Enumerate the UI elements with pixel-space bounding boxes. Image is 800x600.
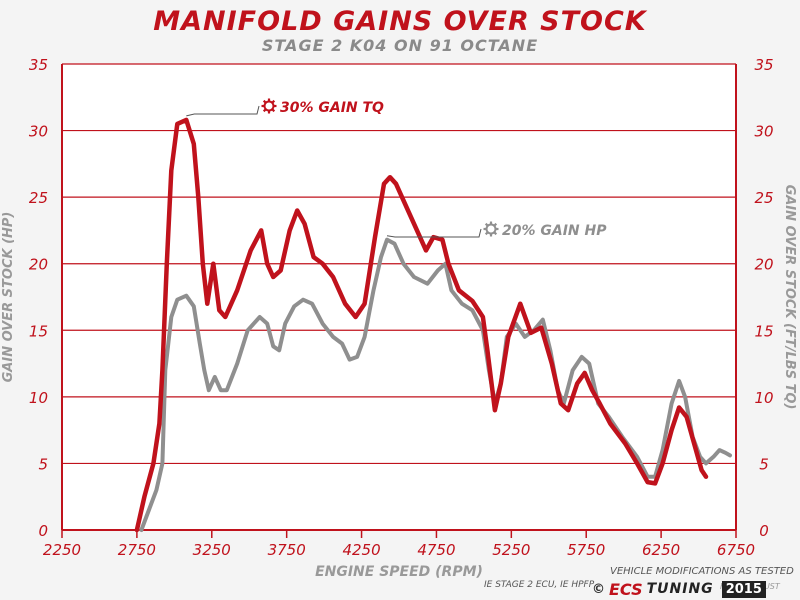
- chart-subtitle: STAGE 2 K04 ON 91 OCTANE: [261, 36, 539, 55]
- footer-note-ecu: IE STAGE 2 ECU, IE HPFP: [484, 580, 595, 590]
- y-tick-label-right: 0: [759, 522, 769, 540]
- series-line-tq: [134, 117, 709, 533]
- x-tick-label: 5250: [492, 541, 530, 559]
- y-tick-label-right: 30: [754, 123, 773, 141]
- annotation-leader-line: [186, 105, 260, 117]
- logo-brand-ecs: ECS: [609, 579, 643, 599]
- y-tick-label-left: 5: [38, 455, 48, 473]
- x-tick-label: 4750: [417, 541, 455, 559]
- ecs-tuning-logo: © ECS TUNING 2015: [592, 578, 800, 600]
- gear-ring: [485, 223, 497, 235]
- annotation-label: 30% GAIN TQ: [280, 100, 384, 116]
- gear-icon: [483, 221, 499, 237]
- y-tick-label-right: 5: [759, 455, 769, 473]
- y-tick-label-left: 0: [38, 522, 48, 540]
- y-axis-title-right: GAIN OVER STOCK (FT/LBS TQ): [782, 185, 797, 410]
- axes: [61, 64, 737, 538]
- axis-labels: 0 0 5 5 10 10 15 15 20 20 25 25 30 30 35 35 2250 2750 3250…: [1, 56, 797, 580]
- x-tick-label: 5750: [567, 541, 605, 559]
- y-tick-label-left: 20: [29, 256, 48, 274]
- series-lines: [134, 117, 732, 533]
- y-axis-title-left: GAIN OVER STOCK (HP): [1, 212, 16, 383]
- copyright-symbol: ©: [592, 581, 605, 597]
- x-tick-label: 2750: [118, 541, 156, 559]
- x-tick-label: 6750: [717, 541, 755, 559]
- x-axis-title: ENGINE SPEED (RPM): [315, 564, 483, 580]
- y-tick-label-left: 30: [29, 123, 48, 141]
- chart-title: MANIFOLD GAINS OVER STOCK: [153, 6, 647, 37]
- annotation-leader-line: [386, 228, 482, 238]
- x-tick-label: 2250: [43, 541, 81, 559]
- logo-brand-tuning: TUNING: [646, 581, 714, 597]
- x-tick-label: 3250: [193, 541, 231, 559]
- annotation-label: 20% GAIN HP: [502, 223, 607, 239]
- y-tick-label-left: 10: [29, 389, 48, 407]
- logo-year: 2015: [721, 580, 766, 598]
- gear-icon: [261, 98, 277, 114]
- y-tick-label-left: 25: [29, 189, 48, 207]
- y-tick-label-right: 35: [754, 56, 773, 74]
- annotations: 30% GAIN TQ 20% GAIN HP: [186, 98, 607, 239]
- x-tick-label: 3750: [268, 541, 306, 559]
- y-tick-label-right: 25: [754, 189, 773, 207]
- x-tick-label: 6250: [642, 541, 680, 559]
- y-tick-label-left: 35: [29, 56, 48, 74]
- y-tick-label-right: 20: [754, 256, 773, 274]
- y-tick-label-left: 15: [29, 322, 48, 340]
- series-line-hp: [139, 237, 732, 532]
- y-tick-label-right: 10: [754, 389, 773, 407]
- gear-ring: [263, 100, 275, 112]
- footer-note-mods: VEHICLE MODIFICATIONS AS TESTED: [610, 566, 794, 577]
- x-tick-label: 4250: [342, 541, 380, 559]
- y-tick-label-right: 15: [754, 322, 773, 340]
